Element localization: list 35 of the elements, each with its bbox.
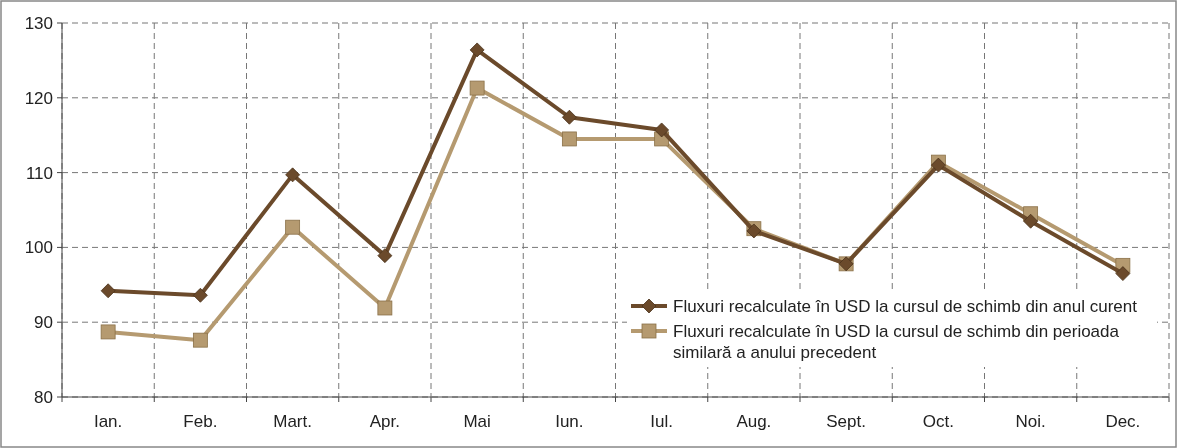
point (1023, 213, 1039, 229)
point (654, 122, 670, 138)
x-tick-label: Mart. (273, 412, 312, 431)
point (192, 287, 208, 303)
point (285, 219, 301, 235)
point (100, 283, 116, 299)
x-tick-label: Sept. (826, 412, 866, 431)
point (285, 167, 301, 183)
point (377, 300, 393, 316)
x-tick-label: Aug. (736, 412, 772, 431)
point (377, 248, 393, 264)
point (100, 324, 116, 340)
x-tick-label: Apr. (369, 412, 400, 431)
point (561, 131, 577, 147)
point (192, 332, 208, 348)
point (469, 42, 485, 58)
point (561, 109, 577, 125)
y-tick-label: 120 (24, 88, 53, 108)
x-tick-label: Oct. (922, 412, 954, 431)
y-tick-label: 100 (24, 238, 53, 258)
x-tick-label: Feb. (183, 412, 218, 431)
legend-label: Fluxuri recalculate în USD la cursul de schimb din anul curent (673, 296, 1138, 316)
x-tick-label: Dec. (1105, 412, 1141, 431)
point (1115, 266, 1131, 281)
x-tick-label: Iul. (650, 412, 673, 431)
y-tick-label: 110 (25, 163, 53, 183)
y-tick-label: 130 (24, 13, 53, 33)
legend-label: Fluxuri recalculate în USD la cursul de schimb din perioada similară a anului precedent (673, 321, 1120, 362)
x-tick-label: Iun. (555, 412, 584, 431)
y-tick-label: 80 (34, 387, 53, 407)
x-tick-label: Mai (463, 412, 491, 431)
x-tick-label: Ian. (93, 412, 123, 431)
x-tick-label: Noi. (1015, 412, 1046, 431)
y-tick-label: 90 (34, 313, 53, 333)
point (469, 80, 485, 96)
